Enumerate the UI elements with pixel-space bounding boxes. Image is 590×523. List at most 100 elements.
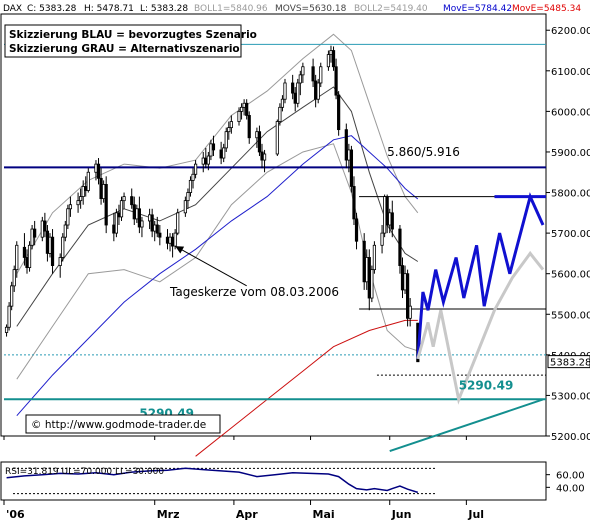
candle-body bbox=[237, 110, 241, 122]
candle-body bbox=[280, 98, 285, 108]
candle-body bbox=[4, 326, 9, 333]
series-line-4 bbox=[195, 319, 418, 457]
candle-body bbox=[30, 228, 34, 246]
main-panel-frame bbox=[0, 13, 547, 437]
candle bbox=[63, 220, 67, 242]
candle bbox=[390, 200, 394, 238]
header-boll2: BOLL2=5419.40 bbox=[354, 4, 428, 14]
candle bbox=[362, 233, 366, 290]
candle bbox=[278, 103, 282, 126]
rsi-tick-label: 40.00 bbox=[556, 483, 585, 494]
candle bbox=[186, 188, 190, 209]
y-tick-label: 5300.00 bbox=[551, 391, 590, 402]
series-line-0 bbox=[16, 33, 419, 274]
candle bbox=[114, 208, 118, 238]
candle-body bbox=[201, 157, 205, 165]
chart-header: DAX C: 5383.28 H: 5478.71 L: 5383.28 BOL… bbox=[3, 4, 581, 14]
annotation-arrow-head bbox=[175, 246, 185, 254]
candle bbox=[86, 168, 90, 193]
candle-body bbox=[352, 186, 356, 220]
candle-body bbox=[96, 163, 101, 179]
candle-body bbox=[170, 236, 175, 247]
y-tick-label: 6100.00 bbox=[551, 67, 590, 78]
candle-body bbox=[61, 236, 65, 258]
candle bbox=[68, 196, 73, 217]
candle-body bbox=[63, 224, 67, 238]
candle-body bbox=[135, 208, 139, 220]
candle bbox=[79, 188, 83, 209]
candle bbox=[372, 241, 377, 274]
candle-body bbox=[301, 66, 305, 76]
series-line-2 bbox=[16, 86, 419, 327]
series-line-1 bbox=[16, 143, 418, 380]
candle-body bbox=[349, 149, 354, 187]
candle-body bbox=[400, 265, 405, 291]
candle-body bbox=[48, 236, 52, 254]
candle-body bbox=[354, 218, 359, 242]
candle-body bbox=[347, 149, 351, 161]
candle-body bbox=[398, 228, 402, 266]
candle bbox=[188, 176, 193, 197]
candle-body bbox=[403, 273, 407, 291]
x-tick-label: Mai bbox=[313, 508, 335, 521]
candle-body bbox=[334, 66, 338, 96]
header-boll1: BOLL1=5840.96 bbox=[194, 4, 268, 14]
candle bbox=[406, 269, 410, 327]
candle-body bbox=[183, 200, 187, 214]
candle bbox=[349, 145, 354, 193]
candle bbox=[96, 158, 101, 185]
y-tick-label: 5600.00 bbox=[551, 270, 590, 281]
candle-body bbox=[99, 177, 103, 200]
candle-body bbox=[319, 66, 323, 84]
candle bbox=[380, 225, 384, 254]
header-move-red: MovE=5485.34 bbox=[512, 4, 581, 14]
candle-body bbox=[275, 121, 279, 155]
series-line-3 bbox=[16, 135, 419, 417]
candle-body bbox=[372, 244, 377, 271]
candle-body bbox=[247, 115, 251, 139]
candle-body bbox=[84, 186, 88, 191]
candle-body bbox=[209, 143, 213, 157]
candle-body bbox=[337, 94, 341, 131]
legend-frame bbox=[4, 24, 242, 58]
candle bbox=[12, 265, 16, 292]
header-symbol: DAX bbox=[3, 4, 22, 14]
candle bbox=[275, 119, 279, 157]
candle-body bbox=[365, 257, 369, 283]
candle-body bbox=[245, 102, 249, 116]
candle bbox=[298, 70, 302, 96]
candle-body bbox=[104, 184, 108, 226]
y-tick-label: 5800.00 bbox=[551, 189, 590, 200]
candle-body bbox=[260, 151, 264, 161]
candle bbox=[130, 188, 134, 209]
annotation-label: Tageskerze vom 08.03.2006 bbox=[169, 285, 339, 299]
candle bbox=[257, 125, 262, 157]
candle bbox=[229, 115, 233, 134]
candle-body bbox=[262, 153, 267, 161]
candle-body bbox=[22, 246, 27, 258]
y-tick-label: 5900.00 bbox=[551, 148, 590, 159]
legend-line-grey: Skizzierung GRAU = Alternativszenario bbox=[9, 43, 240, 55]
candle-body bbox=[380, 232, 384, 246]
candle-body bbox=[76, 200, 80, 206]
candle-body bbox=[362, 240, 366, 283]
candle-body bbox=[10, 285, 14, 307]
candle bbox=[283, 78, 287, 104]
y-tick-label: 5200.00 bbox=[551, 432, 590, 443]
candle-body bbox=[211, 143, 216, 151]
candle-body bbox=[383, 196, 387, 234]
candle bbox=[211, 135, 216, 157]
candle-body bbox=[153, 224, 157, 232]
candle bbox=[326, 50, 331, 71]
candle bbox=[291, 74, 295, 100]
header-close: C: 5383.28 bbox=[27, 4, 77, 14]
candle bbox=[206, 151, 210, 171]
candle-body bbox=[81, 186, 85, 197]
candle-body bbox=[50, 236, 55, 266]
website-label: © http://www.godmode-trader.de bbox=[31, 419, 206, 431]
candle-body bbox=[45, 230, 50, 254]
candle-body bbox=[68, 204, 73, 210]
candle-body bbox=[165, 236, 170, 244]
candle-body bbox=[204, 157, 208, 165]
candle-body bbox=[298, 74, 302, 84]
